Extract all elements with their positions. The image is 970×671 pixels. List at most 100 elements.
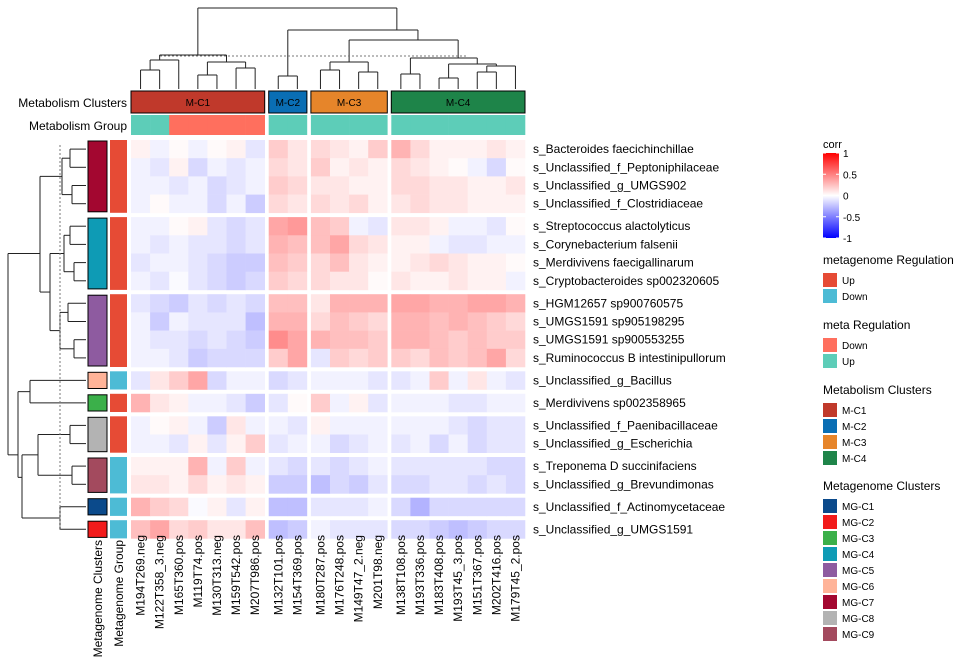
heatmap-cell	[368, 158, 388, 177]
heatmap-cell	[467, 271, 488, 291]
heatmap-cell	[410, 194, 430, 214]
heatmap-cell	[410, 371, 430, 390]
heatmap-cell	[505, 330, 526, 350]
metabolism-cluster-label: M-C1	[186, 98, 211, 109]
metabolism-group-cell	[505, 115, 526, 135]
heatmap-cell	[268, 497, 289, 517]
row-label: s_Corynebacterium falsenii	[533, 237, 678, 251]
column-label: M122T358_3.neg	[153, 535, 167, 629]
heatmap-cell	[467, 520, 488, 539]
metabolism-cluster-bar	[390, 90, 526, 114]
heatmap-cell	[505, 497, 526, 517]
metagenome-group-bar	[110, 457, 127, 494]
color-scale-bar	[823, 153, 839, 238]
col-annotation-title: Metabolism Group	[29, 119, 127, 133]
heatmap-cell	[169, 294, 189, 313]
metagenome-cluster-bar	[87, 394, 108, 412]
heatmap-cell	[287, 140, 308, 159]
heatmap-cell	[207, 475, 227, 494]
heatmap-cell	[429, 140, 449, 159]
metagenome-cluster-bar	[87, 140, 108, 213]
legend-swatch	[823, 595, 837, 609]
heatmap-cell	[188, 497, 208, 517]
heatmap-cell	[467, 176, 488, 195]
heatmap-cell	[131, 235, 151, 254]
column-label: M207T986.pos	[248, 535, 262, 615]
heatmap-cell	[410, 235, 430, 254]
column-label: M194T269.neg	[134, 535, 148, 616]
heatmap-cell	[169, 393, 189, 413]
heatmap-cell	[268, 371, 289, 390]
column-labels: M194T269.neg M122T358_3.neg M165T360.pos M1…	[134, 535, 523, 629]
legend-entry-label: MG-C3	[842, 534, 875, 545]
legend-swatch	[823, 579, 837, 593]
metabolism-group-cell	[448, 115, 468, 135]
metabolism-cluster-label: M-C3	[337, 98, 362, 109]
heatmap-cell	[349, 217, 369, 236]
heatmap-cell	[486, 520, 507, 539]
heatmap-cell	[448, 235, 468, 254]
heatmap-cell	[287, 194, 308, 214]
heatmap-cell	[429, 434, 449, 453]
metabolism-cluster-label: M-C4	[446, 98, 471, 109]
row-label: s_Unclassified_f_Clostridiaceae	[533, 197, 703, 211]
heatmap-cell	[505, 194, 526, 214]
heatmap-cell	[505, 457, 526, 476]
heatmap-cell	[410, 416, 430, 435]
legend-entry-label: M-C3	[842, 438, 867, 449]
heatmap-cell	[131, 416, 151, 435]
heatmap-cell	[429, 253, 449, 272]
heatmap-cell	[349, 371, 369, 390]
heatmap-cell	[245, 194, 265, 214]
heatmap-cell	[448, 294, 468, 313]
heatmap-cell	[245, 330, 265, 350]
heatmap-cell	[150, 330, 170, 350]
heatmap-cell	[310, 457, 331, 476]
metabolism-group-cell	[226, 115, 246, 135]
row-label: s_Unclassified_g_Brevundimonas	[533, 477, 714, 491]
metabolism-group-cell	[467, 115, 488, 135]
heatmap-cell	[330, 475, 350, 494]
heatmap-cell	[368, 235, 388, 254]
heatmap-cell	[287, 217, 308, 236]
heatmap-cell	[310, 520, 331, 539]
heatmap-cell	[310, 497, 331, 517]
legend-entry-label: M-C4	[842, 454, 867, 465]
legend-entry-label: MG-C5	[842, 566, 875, 577]
heatmap-cell	[330, 348, 350, 368]
heatmap-cell	[467, 217, 488, 236]
heatmap-cell	[349, 140, 369, 159]
heatmap-cell	[429, 330, 449, 350]
heatmap-cell	[226, 434, 246, 453]
heatmap-cell	[207, 497, 227, 517]
heatmap-cell	[131, 475, 151, 494]
legend-title: Metabolism Clusters	[823, 383, 932, 397]
heatmap-cell	[245, 393, 265, 413]
metagenome-cluster-bar	[87, 520, 108, 538]
heatmap-cell	[505, 294, 526, 313]
metagenome-cluster-bar	[87, 294, 108, 367]
metabolism-group-cell	[169, 115, 189, 135]
heatmap-cell	[131, 497, 151, 517]
heatmap-cell	[188, 312, 208, 331]
metagenome-group-bar	[110, 217, 127, 290]
legend-swatch	[823, 611, 837, 625]
heatmap-cell	[207, 217, 227, 236]
heatmap-cell	[268, 235, 289, 254]
heatmap-cell	[505, 475, 526, 494]
heatmap-cell	[349, 235, 369, 254]
heatmap-cell	[505, 235, 526, 254]
heatmap-cell	[505, 253, 526, 272]
heatmap-cell	[188, 434, 208, 453]
heatmap-cell	[287, 330, 308, 350]
heatmap-cell	[448, 330, 468, 350]
heatmap-cell	[330, 140, 350, 159]
heatmap-cell	[310, 253, 331, 272]
metabolism-group-cell	[486, 115, 507, 135]
heatmap-cell	[188, 348, 208, 368]
heatmap-cell	[391, 330, 411, 350]
heatmap-cell	[268, 393, 289, 413]
heatmap-cell	[349, 194, 369, 214]
row-label: s_Streptococcus alactolyticus	[533, 219, 690, 233]
